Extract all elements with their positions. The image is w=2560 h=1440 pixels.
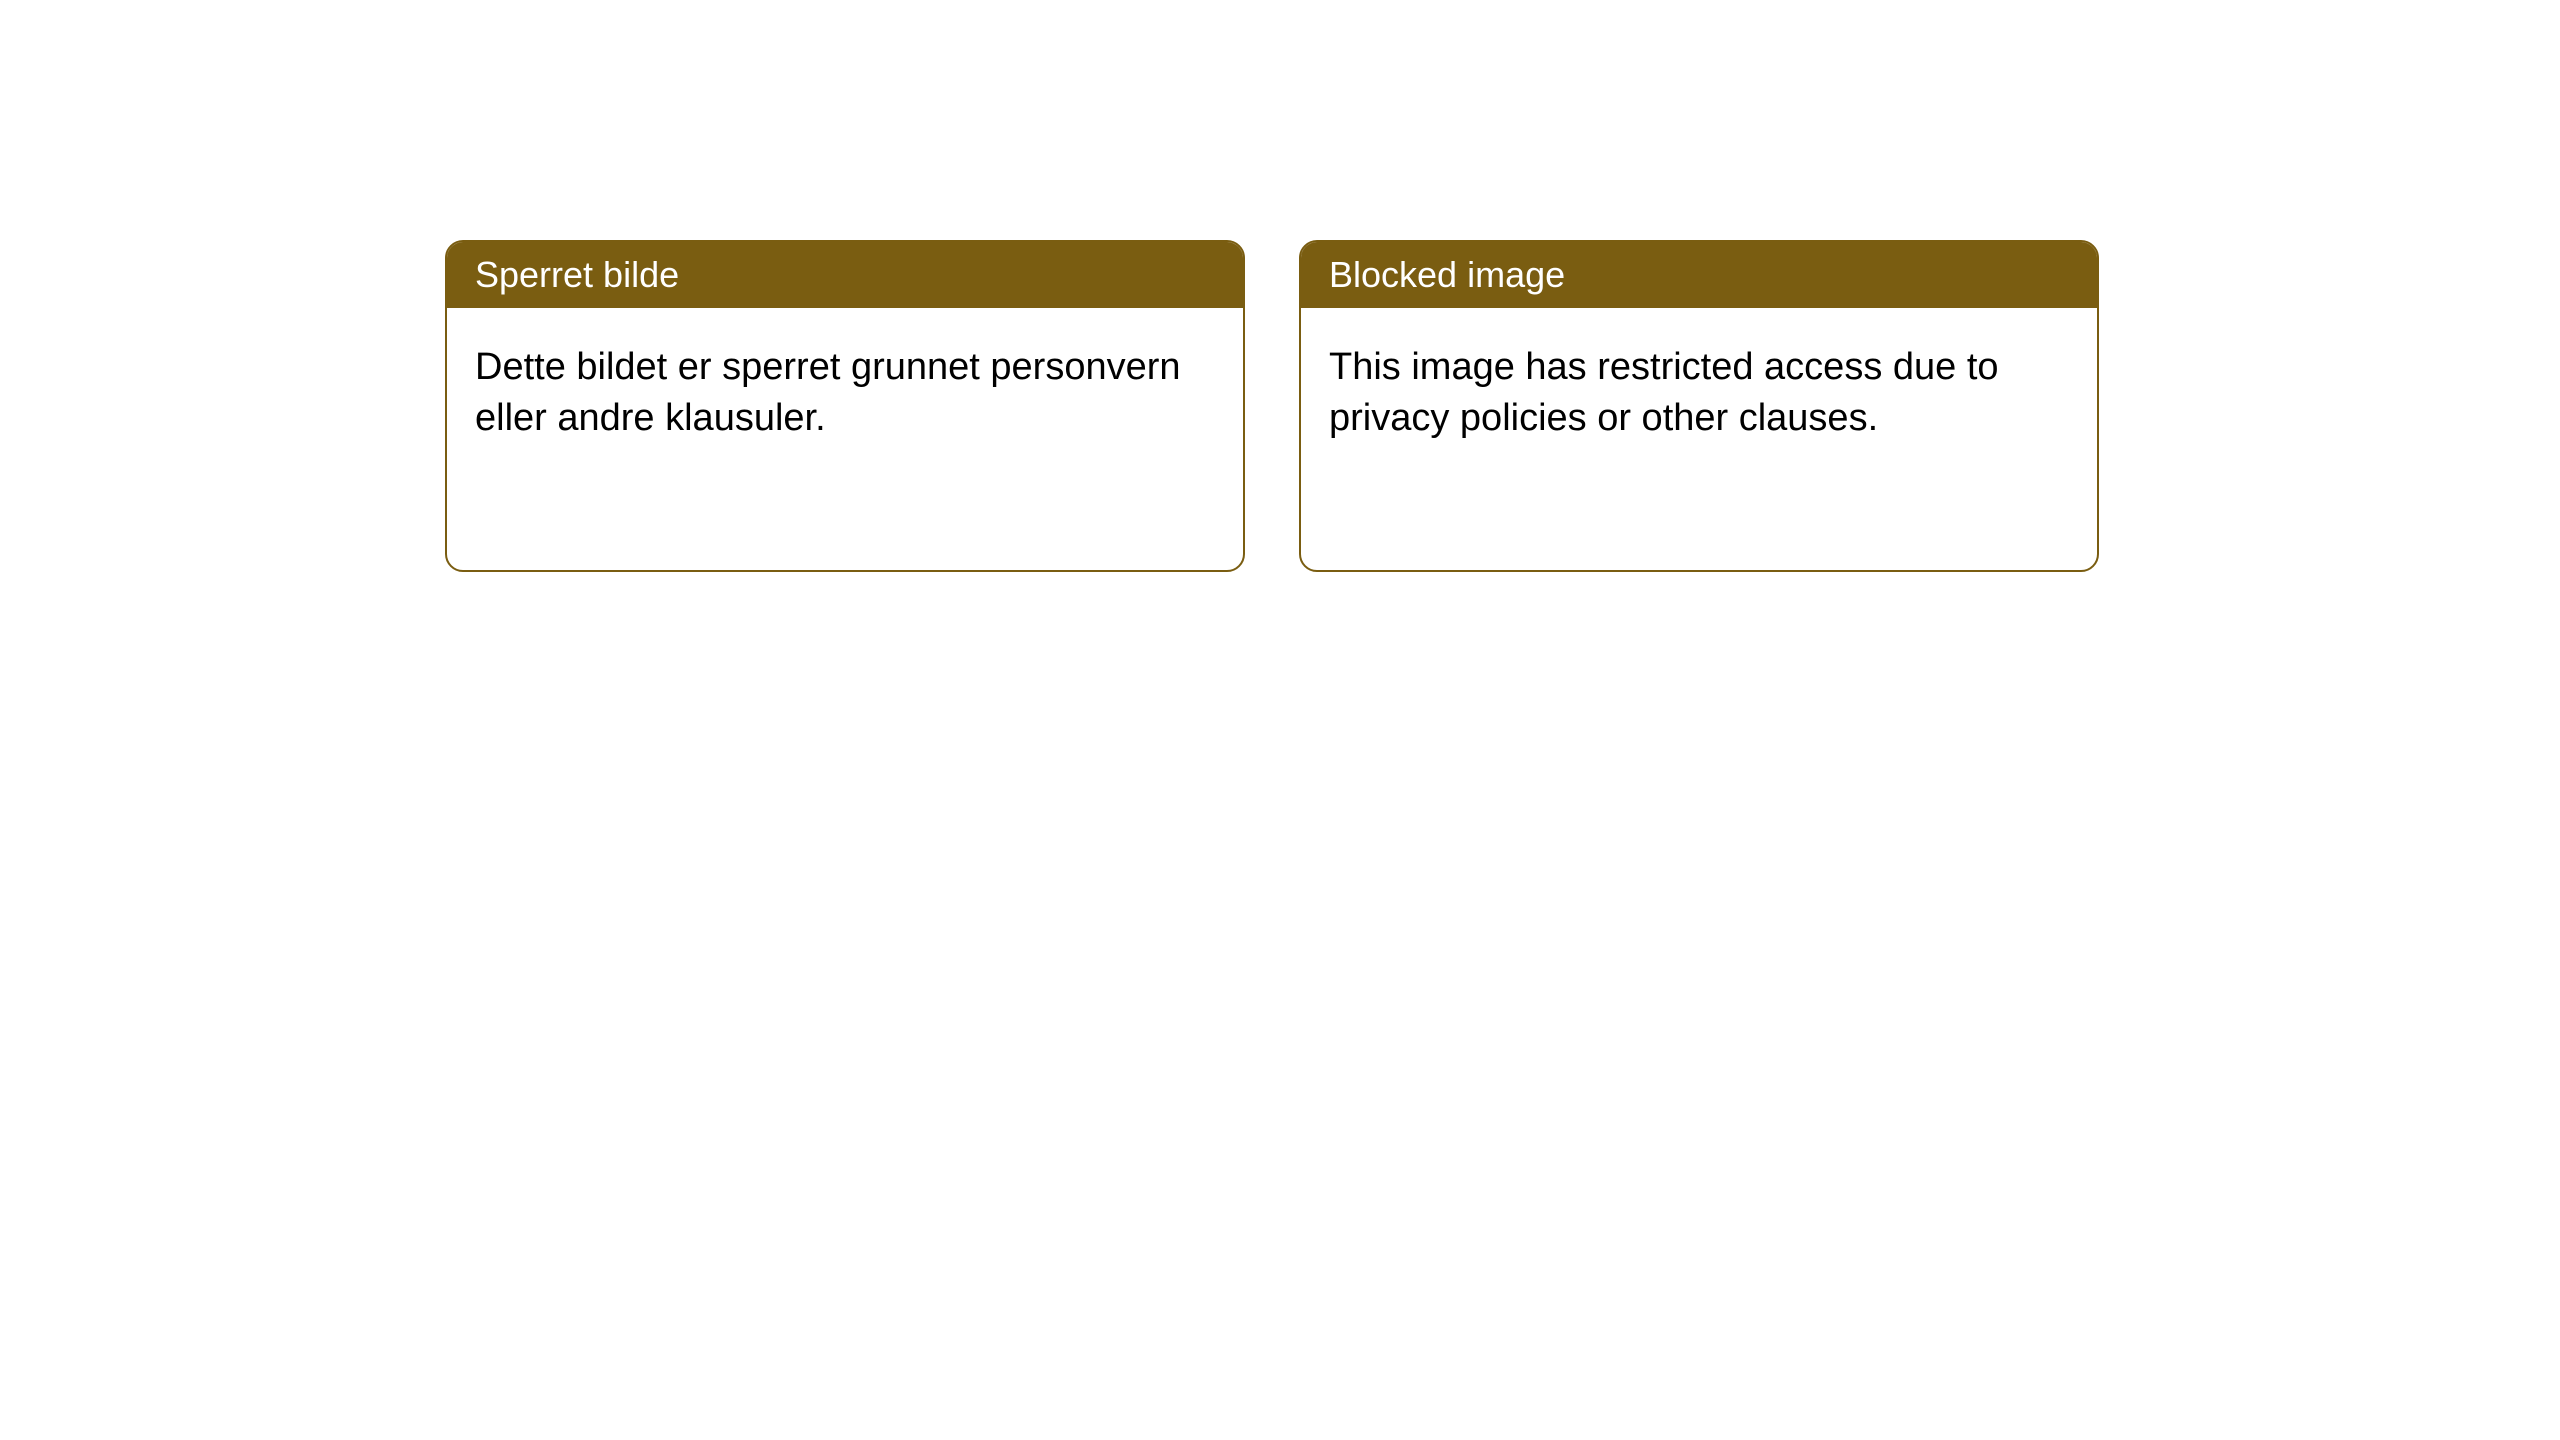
notice-card-norwegian: Sperret bilde Dette bildet er sperret gr… (445, 240, 1245, 572)
card-title: Blocked image (1301, 242, 2097, 308)
card-body: Dette bildet er sperret grunnet personve… (447, 308, 1243, 479)
notice-container: Sperret bilde Dette bildet er sperret gr… (0, 0, 2560, 572)
card-title: Sperret bilde (447, 242, 1243, 308)
notice-card-english: Blocked image This image has restricted … (1299, 240, 2099, 572)
card-body: This image has restricted access due to … (1301, 308, 2097, 479)
